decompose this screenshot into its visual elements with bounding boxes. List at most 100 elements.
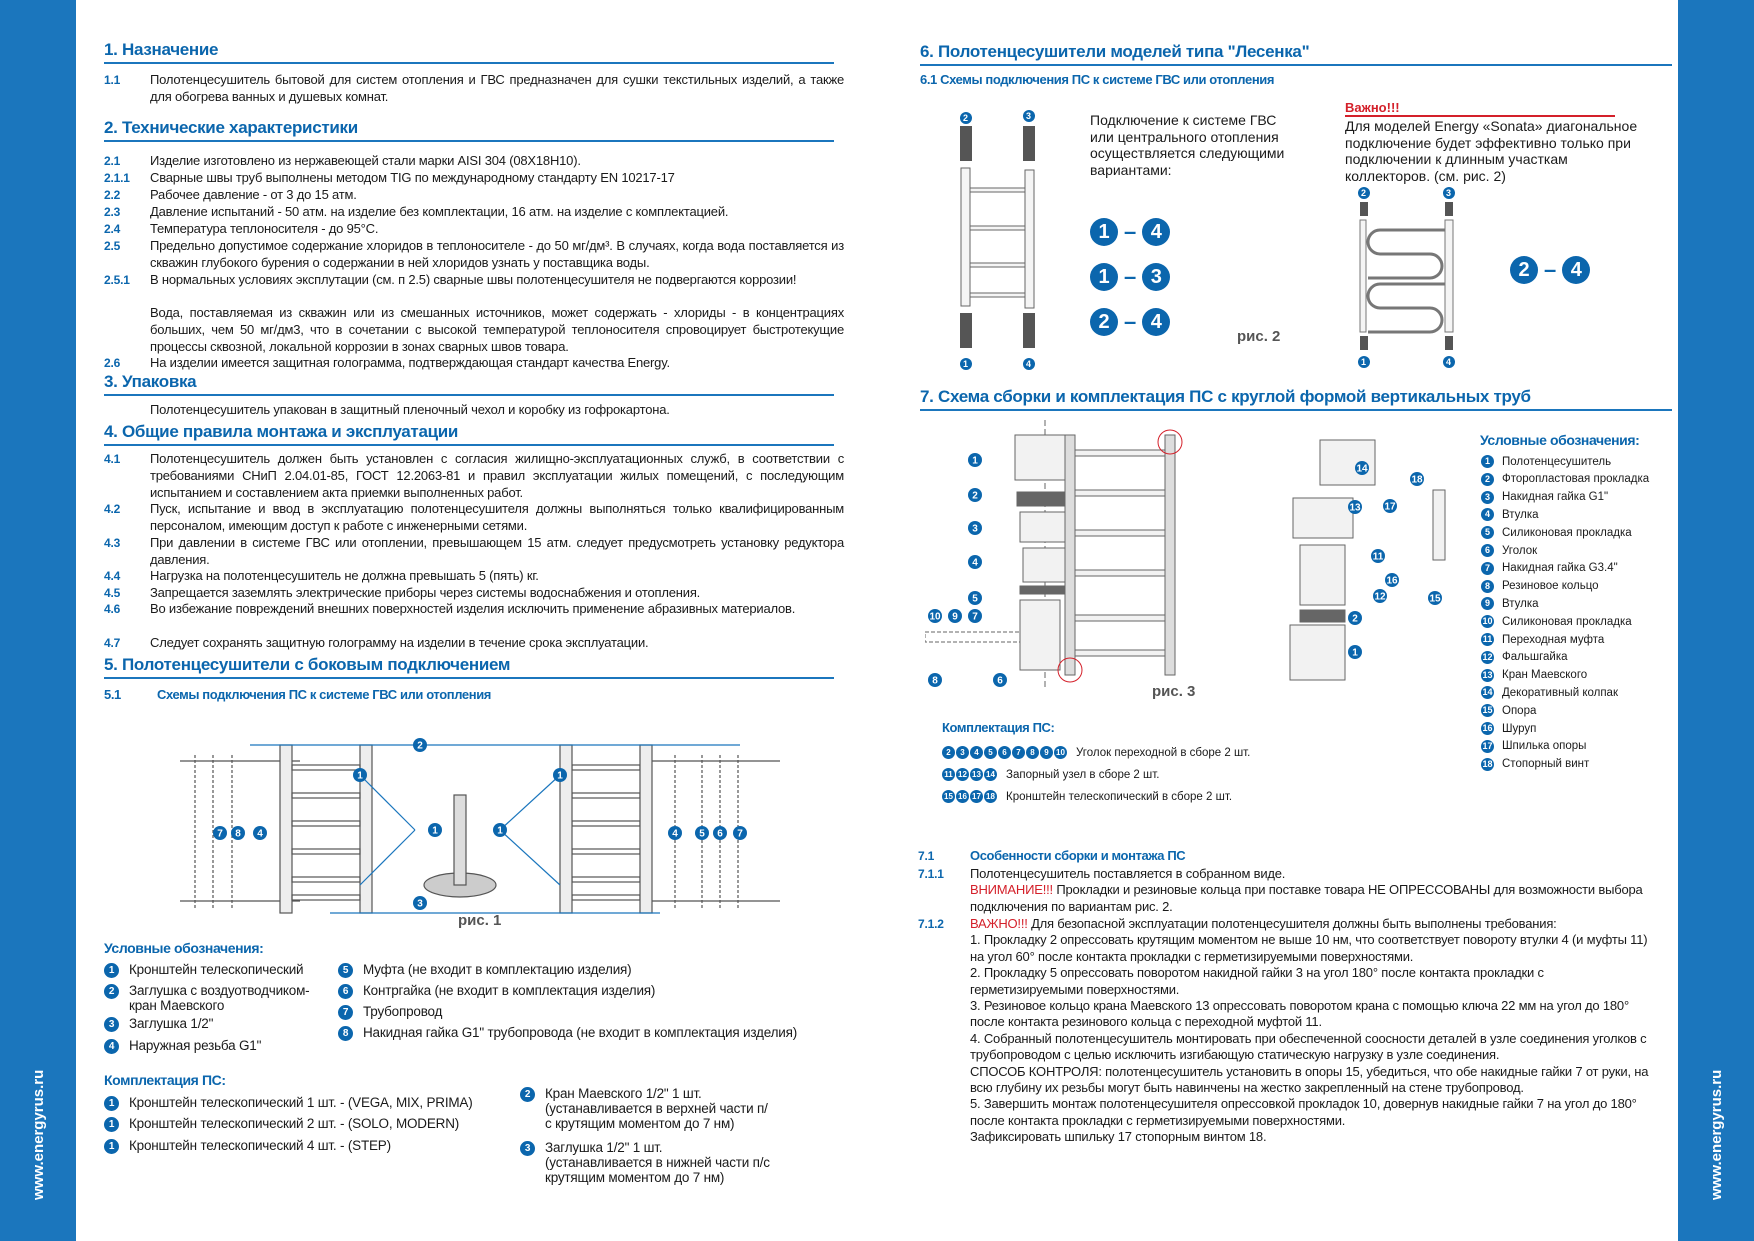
- connection-variants: 1–4 1–3 2–4: [1090, 218, 1171, 353]
- svg-text:15: 15: [1429, 594, 1441, 605]
- legend-text: Трубопровод: [363, 1004, 443, 1019]
- legend-item: 9 Втулка: [1481, 597, 1539, 611]
- callout-2: 2: [413, 738, 427, 752]
- svg-text:8: 8: [235, 829, 241, 840]
- requirement-line: 4. Собранный полотенцесушитель монтирова…: [970, 1030, 1647, 1063]
- svg-text:1: 1: [497, 826, 503, 837]
- legend-text: Муфта (не входит в комплектацию изделия): [363, 962, 632, 977]
- para-text: Сварные швы труб выполнены методом TIG п…: [150, 170, 675, 185]
- section-6-title: 6. Полотенцесушители моделей типа "Лесен…: [920, 42, 1672, 66]
- number-badge: 9: [1481, 597, 1494, 611]
- para-text: Во избежание повреждений внешних поверхн…: [150, 601, 796, 616]
- para-text: Полотенцесушитель упакован в защитный пл…: [150, 402, 670, 417]
- number-badge: 3: [520, 1141, 535, 1156]
- callout-8: 8: [928, 673, 942, 687]
- variant-pair: 1–4: [1090, 218, 1171, 246]
- number-badge: 4: [104, 1039, 119, 1054]
- number-badge: 5: [338, 963, 353, 978]
- legend-text: Накидная гайка G1" трубопровода (не вход…: [363, 1025, 798, 1040]
- svg-text:2: 2: [417, 741, 423, 752]
- callout-8: 8: [231, 826, 245, 840]
- legend-1-title: Условные обозначения:: [104, 940, 264, 956]
- para-text: Полотенцесушитель должен быть установлен…: [150, 451, 844, 500]
- svg-text:1: 1: [432, 826, 438, 837]
- requirement-line: 1. Прокладку 2 опрессовать крутящим моме…: [970, 932, 1648, 964]
- svg-text:2: 2: [1361, 188, 1366, 198]
- kit-text: Кронштейн телескопический 4 шт. - (STEP): [129, 1138, 391, 1153]
- terminal-b: 3: [1142, 263, 1171, 291]
- legend-text: Накидная гайка G3.4": [1502, 562, 1618, 575]
- svg-text:1: 1: [963, 359, 968, 369]
- callout-1: 1: [1348, 645, 1362, 659]
- kit-text: Уголок переходной в сборе 2 шт.: [1076, 746, 1251, 759]
- legend-item: 5 Силиконовая прокладка: [1481, 526, 1632, 540]
- para-num: 2.1: [104, 154, 121, 168]
- svg-text:12: 12: [1374, 592, 1386, 603]
- legend-item: 13 Кран Маевского: [1481, 668, 1587, 682]
- number-badge: 5: [984, 746, 997, 759]
- callout-4: 4: [253, 826, 267, 840]
- para-item: Вода, поставляемая из скважин или из сме…: [104, 305, 844, 355]
- number-badge: 2: [942, 746, 955, 759]
- legend-item: 14 Декоративный колпак: [1481, 686, 1618, 700]
- requirement-line: Зафиксировать шпильку 17 стопорным винто…: [970, 1129, 1267, 1145]
- para-text: Полотенцесушитель поставляется в собранн…: [970, 866, 1286, 881]
- legend-text: Фальшгайка: [1502, 651, 1568, 664]
- kit-text: Запорный узел в сборе 2 шт.: [1006, 768, 1160, 781]
- para-item: 4.1 Полотенцесушитель должен быть установ…: [104, 451, 844, 501]
- left-brand-strip: www.energyrus.ru: [0, 0, 76, 1241]
- para-3: Полотенцесушитель упакован в защитный пл…: [104, 402, 844, 419]
- svg-text:4: 4: [972, 558, 978, 569]
- para-item: 2.4 Температура теплоносителя - до 95°С.: [104, 221, 844, 238]
- subsection-5-1-num: 5.1: [104, 687, 121, 702]
- subsection-7-1-title: Особенности сборки и монтажа ПС: [970, 848, 1186, 863]
- svg-text:9: 9: [952, 612, 958, 623]
- terminal-a: 2: [1510, 256, 1538, 284]
- legend-text: Кронштейн телескопический: [129, 962, 304, 977]
- para-item: 4.4 Нагрузка на полотенцесушитель не долж…: [104, 568, 844, 585]
- svg-text:4: 4: [672, 829, 678, 840]
- site-url-right: www.energyrus.ru: [1708, 1069, 1725, 1200]
- kit-text: Кран Маевского 1/2" 1 шт. (устанавливает…: [545, 1086, 768, 1131]
- number-badge: 10: [1054, 746, 1067, 759]
- number-badge: 6: [1481, 544, 1494, 557]
- legend-text: Опора: [1502, 704, 1537, 717]
- para-num: 4.4: [104, 569, 121, 583]
- para-num: 2.5: [104, 239, 121, 253]
- legend-item: 8 Резиновое кольцо: [1481, 579, 1599, 593]
- kit-1-title: Комплектация ПС:: [104, 1072, 226, 1088]
- number-badge: 13: [1481, 668, 1494, 682]
- svg-text:2: 2: [972, 491, 978, 502]
- svg-text:16: 16: [1386, 576, 1398, 587]
- kit-item: 2 3 4 5 6 7 8 9 10 Уголок переходной в сборе 2 шт…: [942, 746, 1250, 759]
- legend-item: 4 Втулка: [1481, 508, 1539, 522]
- number-badge: 4: [970, 746, 983, 759]
- callout-7: 7: [733, 826, 747, 840]
- legend-item: 18 Стопорный винт: [1481, 757, 1590, 771]
- callout-7: 7: [968, 609, 982, 623]
- para-item: 2.2 Рабочее давление - от 3 до 15 атм.: [104, 187, 844, 204]
- legend-text: Декоративный колпак: [1502, 686, 1618, 699]
- para-num: 2.2: [104, 188, 121, 202]
- kit-item: 3 Заглушка 1/2" 1 шт. (устанавливается в …: [520, 1140, 770, 1185]
- para-item: 4.2 Пуск, испытание и ввод в эксплуатацию…: [104, 501, 844, 535]
- legend-3-title: Условные обозначения:: [1480, 432, 1640, 448]
- legend-text: Полотенцесушитель: [1502, 455, 1612, 468]
- figure-3-label: рис. 3: [1152, 683, 1196, 700]
- terminal-a: 1: [1090, 263, 1118, 291]
- para-7-1-2: 7.1.2 ВАЖНО!!! Для безопасной эксплуатаци…: [918, 916, 1653, 1146]
- legend-text: Втулка: [1502, 508, 1539, 521]
- svg-text:5: 5: [972, 594, 978, 605]
- para-num: 4.5: [104, 586, 121, 600]
- legend-item: 8 Накидная гайка G1" трубопровода (не вхо…: [338, 1025, 797, 1041]
- legend-text: Стопорный винт: [1502, 758, 1590, 771]
- para-num: 4.6: [104, 602, 121, 616]
- number-badge: 8: [1026, 746, 1039, 759]
- svg-text:7: 7: [737, 829, 743, 840]
- number-badge: 12: [956, 768, 969, 781]
- number-badge: 11: [1481, 633, 1494, 646]
- para-num: 7.1.2: [918, 917, 944, 931]
- legend-item: 11 Переходная муфта: [1481, 633, 1604, 646]
- number-badge: 13: [970, 768, 983, 781]
- svg-text:5: 5: [699, 829, 705, 840]
